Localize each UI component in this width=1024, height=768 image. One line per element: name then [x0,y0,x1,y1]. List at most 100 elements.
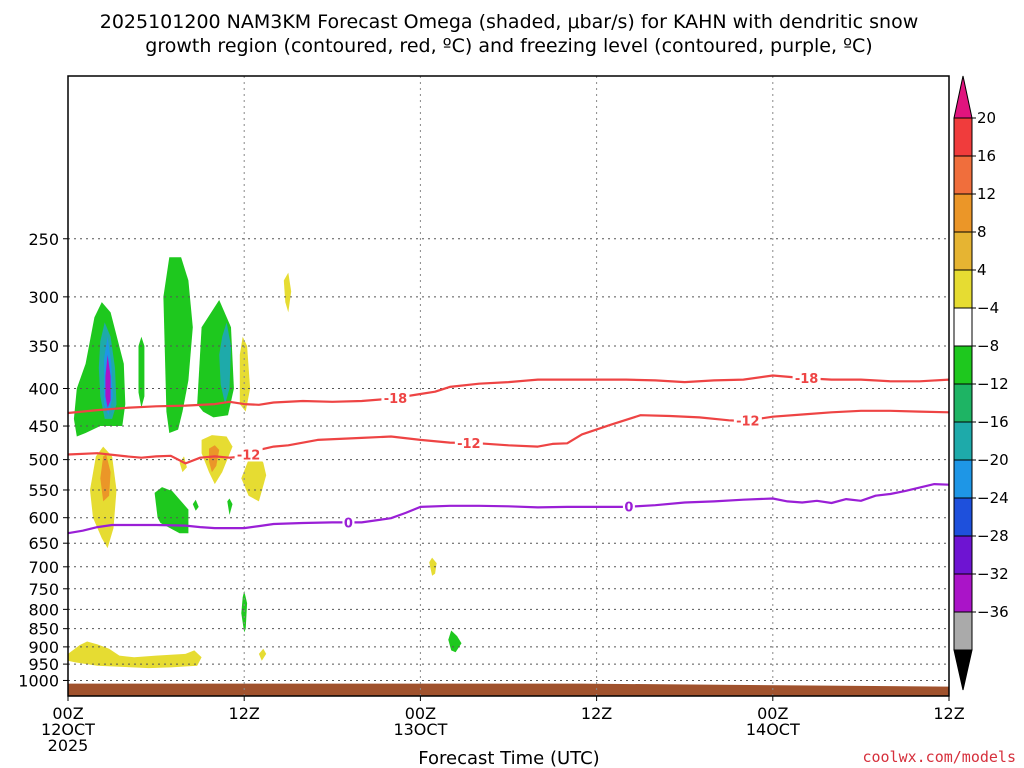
colorbar-swatch [953,117,973,157]
colorbar-label: −12 [977,375,1009,393]
y-tick-label: 850 [28,620,59,639]
ground-surface [68,683,949,696]
colorbar-swatch [953,383,973,423]
contour-label-bg [381,391,410,406]
colorbar-bottom-arrow [953,649,973,691]
y-tick-label: 300 [28,288,59,307]
y-tick-label: 600 [28,509,59,528]
omega-region [258,648,267,661]
omega-region [283,272,292,313]
contour-line [67,409,950,465]
chart-title-line-2: growth region (contoured, red, ºC) and f… [145,35,872,57]
x-tick-label: 12Z [581,704,612,723]
colorbar-swatch [953,611,973,651]
x-tick-label: 00Z [52,704,83,723]
colorbar-label: −16 [977,413,1009,431]
omega-region [241,451,267,502]
contours: -18 -18 -12 -12 -12 0 0 [67,371,950,535]
contour-label-bg [454,436,483,451]
omega-region [239,336,251,412]
x-tick-label: 2025 [48,736,89,755]
colorbar-label: 12 [977,185,996,203]
y-tick-label: 700 [28,558,59,577]
colorbar-swatch [953,497,973,537]
colorbar-top-arrow [953,75,973,119]
colorbar-label: −20 [977,451,1009,469]
credit-text: coolwx.com/models [862,748,1016,766]
colorbar-label: 16 [977,147,996,165]
x-tick-label: 12Z [933,704,964,723]
y-tick-label: 900 [28,638,59,657]
omega-region [192,499,199,511]
y-tick-label: 450 [28,417,59,436]
x-tick-label: 12OCT [41,720,95,739]
contour-line [67,483,950,535]
colorbar-label: 20 [977,109,996,127]
y-tick-label: 500 [28,451,59,470]
surface-fill [68,683,949,696]
y-axis-ticks: 2503003504004505005506006507007508008509… [18,230,68,690]
colorbar: 20 16 12 8 4 −4 −8 −12 −16 −20 −24 −28 −32 −36 [953,75,1009,691]
contour-label-bg [733,413,762,428]
omega-region [68,641,202,669]
colorbar-swatch [953,231,973,271]
contour-label: 0 [344,516,353,531]
omega-region [138,336,145,408]
y-tick-label: 650 [28,534,59,553]
plot-frame [67,75,950,697]
colorbar-label: −24 [977,489,1009,507]
chart-title-line-1: 2025101200 NAM3KM Forecast Omega (shaded… [100,11,919,33]
colorbar-swatch [953,421,973,461]
omega-region [163,257,193,433]
x-tick-label: 00Z [405,704,436,723]
contour-label-bg [342,515,355,530]
omega-region [219,322,231,405]
y-tick-label: 800 [28,600,59,619]
omega-region [105,354,111,408]
colorbar-label: −28 [977,527,1009,545]
contour-label: -12 [457,437,481,452]
colorbar-label: 8 [977,223,987,241]
y-tick-label: 550 [28,481,59,500]
omega-region [448,630,462,653]
colorbar-swatch [953,535,973,575]
contour-label: 0 [624,501,633,516]
colorbar-swatch [953,307,973,347]
contour-label-bg [622,499,635,514]
contour-label-bg [234,447,263,462]
omega-region [100,454,111,502]
y-tick-label: 400 [28,380,59,399]
omega-region [209,445,220,473]
omega-region [429,557,437,576]
colorbar-swatch [953,155,973,195]
y-tick-label: 250 [28,230,59,249]
colorbar-swatch [953,269,973,309]
colorbar-swatch [953,573,973,613]
colorbar-label: −32 [977,565,1009,583]
colorbar-swatch [953,193,973,233]
colorbar-label: −8 [977,337,999,355]
y-tick-label: 1000 [18,671,59,690]
colorbar-label: −36 [977,603,1009,621]
colorbar-swatch [953,459,973,499]
colorbar-swatch [953,345,973,385]
x-tick-label: 12Z [229,704,260,723]
omega-region [154,487,189,534]
y-tick-label: 950 [28,655,59,674]
contour-label: -18 [795,372,819,387]
colorbar-label: −4 [977,299,999,317]
contour-label: -18 [384,392,408,407]
y-tick-label: 350 [28,337,59,356]
y-tick-label: 750 [28,580,59,599]
contour-label: -12 [237,448,261,463]
omega-region [227,498,233,515]
x-tick-label: 14OCT [746,720,800,739]
x-axis-title: Forecast Time (UTC) [418,748,599,768]
contour-label-bg [792,371,821,386]
x-tick-label: 13OCT [393,720,447,739]
contour-line [67,374,950,415]
colorbar-label: 4 [977,261,987,279]
x-tick-label: 00Z [757,704,788,723]
